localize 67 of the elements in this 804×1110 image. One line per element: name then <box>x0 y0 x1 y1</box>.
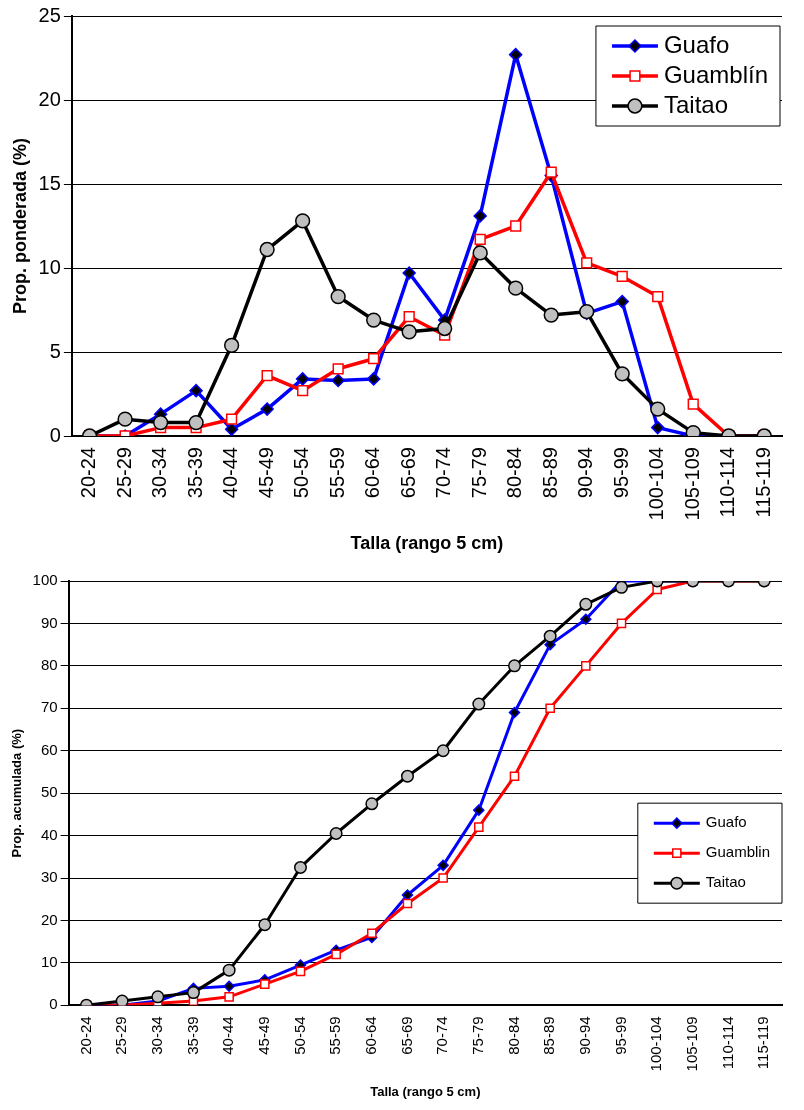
x-tick-label: 110-114 <box>716 447 739 518</box>
y-axis-title: Prop. acumulada (%) <box>9 728 25 858</box>
legend-label: Taitao <box>705 873 746 891</box>
x-tick-label: 115-119 <box>751 447 774 518</box>
x-tick-label: 40-44 <box>219 1016 237 1055</box>
x-tick-label: 40-44 <box>219 447 242 499</box>
y-tick-label: 10 <box>38 255 61 278</box>
x-tick-label: 110-114 <box>718 1016 736 1070</box>
y-tick-label: 20 <box>40 910 58 928</box>
y-tick-label: 50 <box>40 783 58 801</box>
x-tick-label: 105-109 <box>682 1016 700 1072</box>
y-axis-title: Prop. ponderada (%) <box>9 137 30 315</box>
y-tick-label: 100 <box>32 571 58 589</box>
x-tick-label: 30-34 <box>148 447 171 499</box>
legend-label: Taitao <box>663 90 728 118</box>
y-tick-label: 70 <box>40 698 58 716</box>
x-tick-label: 90-94 <box>574 447 597 499</box>
x-tick-label: 95-99 <box>609 447 632 499</box>
x-tick-label: 80-84 <box>504 1016 522 1055</box>
x-tick-label: 105-109 <box>680 447 703 521</box>
x-tick-label: 55-59 <box>325 447 348 499</box>
x-tick-label: 25-29 <box>112 447 135 499</box>
y-tick-label: 0 <box>49 423 61 446</box>
legend-label: Guamblin <box>705 843 771 861</box>
y-tick-label: 25 <box>38 3 61 26</box>
x-tick-label: 70-74 <box>433 1016 451 1055</box>
x-axis-title: Talla (rango 5 cm) <box>370 1083 481 1099</box>
x-tick-label: 90-94 <box>575 1016 593 1055</box>
x-tick-label: 20-24 <box>76 1016 94 1055</box>
y-tick-label: 30 <box>40 868 58 886</box>
x-tick-label: 65-69 <box>396 447 419 499</box>
y-tick-label: 0 <box>49 995 58 1013</box>
x-tick-label: 100-104 <box>645 447 668 521</box>
x-tick-label: 65-69 <box>397 1016 415 1055</box>
y-tick-label: 15 <box>38 171 61 194</box>
x-tick-label: 115-119 <box>754 1016 772 1070</box>
y-tick-label: 80 <box>40 656 58 674</box>
x-tick-label: 60-64 <box>361 447 384 499</box>
y-tick-label: 20 <box>38 87 61 110</box>
y-tick-label: 90 <box>40 613 58 631</box>
y-tick-label: 40 <box>40 825 58 843</box>
x-tick-label: 50-54 <box>290 447 313 499</box>
x-tick-label: 95-99 <box>611 1016 629 1055</box>
x-tick-label: 45-49 <box>254 1016 272 1055</box>
x-tick-label: 25-29 <box>112 1016 130 1055</box>
x-tick-label: 55-59 <box>326 1016 344 1055</box>
legend-label: Guafo <box>663 30 730 58</box>
y-tick-label: 5 <box>49 339 61 362</box>
x-tick-label: 30-34 <box>147 1016 165 1055</box>
x-tick-label: 85-89 <box>540 1016 558 1055</box>
x-tick-label: 85-89 <box>538 447 561 499</box>
x-tick-label: 50-54 <box>290 1016 308 1055</box>
x-tick-label: 75-79 <box>467 447 490 499</box>
x-tick-label: 100-104 <box>647 1016 665 1072</box>
x-axis-title: Talla (rango 5 cm) <box>350 533 504 554</box>
x-tick-label: 60-64 <box>361 1016 379 1055</box>
x-tick-label: 75-79 <box>468 1016 486 1055</box>
x-tick-label: 80-84 <box>503 447 526 499</box>
y-tick-label: 10 <box>40 953 58 971</box>
y-tick-label: 60 <box>40 740 58 758</box>
x-tick-label: 70-74 <box>432 447 455 499</box>
x-tick-label: 35-39 <box>183 447 206 499</box>
x-tick-label: 45-49 <box>254 447 277 499</box>
x-tick-label: 35-39 <box>183 1016 201 1055</box>
legend-label: Guafo <box>705 813 747 831</box>
x-tick-label: 20-24 <box>77 447 100 499</box>
legend-label: Guamblín <box>663 60 769 88</box>
